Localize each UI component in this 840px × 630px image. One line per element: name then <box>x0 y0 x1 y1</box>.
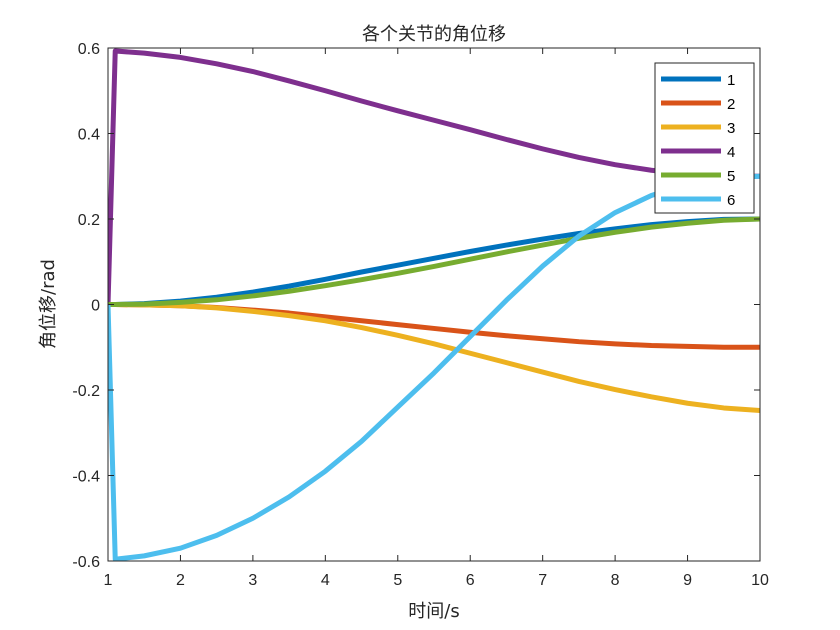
axes: 1 2 3 4 5 6 7 8 9 10 -0.6 -0.4 -0.2 0 0.2 0.4 0.6 <box>72 41 769 589</box>
x-tick-label-10: 10 <box>751 572 769 589</box>
legend-label-6: 6 <box>727 192 735 209</box>
x-axis-title: 时间/s <box>408 601 459 622</box>
legend-label-2: 2 <box>727 96 735 113</box>
series-lines <box>108 48 760 561</box>
series-line-3 <box>108 302 760 414</box>
x-tick-label-4: 4 <box>321 572 330 589</box>
x-tick-label-5: 5 <box>393 572 402 589</box>
chart-title: 各个关节的角位移 <box>362 24 506 45</box>
x-tick-label-8: 8 <box>611 572 620 589</box>
legend-label-4: 4 <box>727 144 735 161</box>
plot-area <box>108 48 760 561</box>
y-tick-label-2: -0.2 <box>72 383 100 400</box>
x-tick-label-1: 1 <box>104 572 113 589</box>
y-tick-label-6: 0.6 <box>78 41 100 58</box>
y-tick-label-0: -0.6 <box>72 554 100 571</box>
series-line-6 <box>108 173 760 561</box>
x-tick-label-3: 3 <box>248 572 257 589</box>
y-tick-label-5: 0.4 <box>78 127 100 144</box>
legend-label-3: 3 <box>727 120 735 137</box>
y-axis-title: 角位移/rad <box>38 259 59 349</box>
x-tick-label-2: 2 <box>176 572 185 589</box>
series-line-4 <box>108 48 760 305</box>
y-tick-label-3: 0 <box>91 298 100 315</box>
y-tick-label-1: -0.4 <box>72 469 100 486</box>
legend-label-5: 5 <box>727 168 735 185</box>
legend-box <box>654 62 755 214</box>
y-tick-label-4: 0.2 <box>78 212 100 229</box>
legend-label-1: 1 <box>727 72 735 89</box>
x-tick-label-6: 6 <box>466 572 475 589</box>
legend: 1 2 3 4 5 6 <box>654 62 755 214</box>
x-tick-label-7: 7 <box>538 572 547 589</box>
series-line-5 <box>108 216 760 307</box>
x-tick-label-9: 9 <box>683 572 692 589</box>
